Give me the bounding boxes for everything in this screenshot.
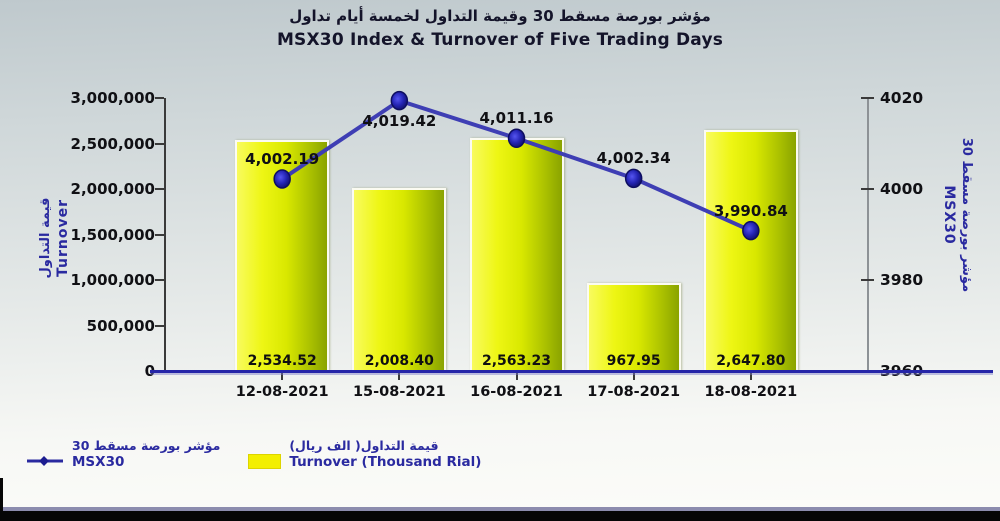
bar-value-label: 2,647.80: [716, 352, 786, 369]
left-axis-tick-mark: [155, 97, 164, 99]
right-axis-tick-mark: [861, 279, 874, 281]
left-axis-tick-label: 500,000: [86, 316, 155, 335]
bar-value-label: 2,563.23: [481, 352, 552, 369]
legend-turnover-arabic: قيمة التداول( الف ريال): [289, 438, 439, 453]
turnover-bar: 2,563.23: [469, 137, 564, 371]
bottom-edge-black-border: [0, 511, 1000, 521]
right-axis-tick-label: 3980: [880, 271, 924, 289]
msx30-value-label: 4,011.16: [479, 109, 554, 128]
left-edge-black-border: [0, 478, 3, 521]
left-axis-title-arabic: قيمة التداول: [37, 197, 53, 279]
left-axis-tick-mark: [155, 324, 164, 327]
x-axis-date-label: 17-08-2021: [587, 384, 681, 400]
right-axis-tick-mark: [861, 97, 874, 99]
chart-legend: مؤشر بورصة مسقط 30 MSX30 قيمة التداول( ا…: [26, 438, 481, 471]
x-axis-date-label: 15-08-2021: [352, 384, 446, 400]
bottom-edge-purple-line: [0, 507, 1000, 511]
x-axis-date-label: 12-08-2021: [235, 384, 329, 400]
left-axis-tick-label: 1,500,000: [70, 225, 155, 244]
left-axis-tick-label: 2,000,000: [70, 180, 155, 198]
x-axis-baseline: [150, 370, 993, 373]
legend-msx30-arabic: مؤشر بورصة مسقط 30: [72, 438, 221, 453]
legend-item-turnover: قيمة التداول( الف ريال) Turnover (Thousa…: [248, 438, 481, 471]
turnover-bar: 2,534.52: [235, 140, 330, 371]
bar-value-label: 2,534.52: [247, 352, 317, 369]
msx30-value-label: 3,990.84: [713, 201, 788, 220]
msx30-data-point: [624, 168, 643, 189]
x-axis-date-label: 16-08-2021: [470, 384, 563, 400]
legend-label-turnover: قيمة التداول( الف ريال) Turnover (Thousa…: [289, 438, 481, 471]
left-axis-tick-label: 0: [55, 362, 155, 380]
chart-title-english: MSX30 Index & Turnover of Five Trading D…: [276, 30, 724, 50]
x-axis-tick-mark: [281, 373, 284, 380]
legend-item-msx30: مؤشر بورصة مسقط 30 MSX30: [26, 438, 220, 471]
right-axis-title-arabic: مؤشر بورصة مسقط 30: [959, 137, 975, 293]
left-axis-tick-mark: [155, 188, 164, 190]
msx30-value-label: 4,002.19: [245, 150, 320, 169]
right-axis-tick-label: 4000: [880, 180, 924, 198]
turnover-bar: 2,647.80: [703, 130, 798, 371]
turnover-bar: 2,008.40: [352, 188, 447, 371]
bar-value-label: 2,008.40: [364, 352, 434, 369]
chart-title-arabic: مؤشر بورصة مسقط 30 وقيمة التداول لخمسة أ…: [289, 7, 711, 25]
left-axis-tick-mark: [155, 279, 164, 281]
right-axis-tick-label: 4020: [880, 89, 924, 107]
left-axis-tick-label: 2,500,000: [70, 134, 155, 153]
x-axis-tick-mark: [398, 373, 401, 380]
left-axis-tick-mark: [155, 142, 164, 145]
right-axis-tick-mark: [861, 188, 874, 190]
turnover-bar: 967.95: [586, 282, 681, 371]
left-axis-tick-label: 1,000,000: [70, 271, 155, 289]
legend-label-msx30: مؤشر بورصة مسقط 30 MSX30: [72, 438, 220, 471]
msx30-data-point: [390, 90, 409, 111]
msx30-value-label: 4,002.34: [596, 149, 671, 168]
legend-msx30-english: MSX30: [72, 453, 125, 470]
bar-swatch-icon: [248, 453, 282, 469]
right-axis-line: [867, 98, 869, 372]
bar-value-label: 967.95: [606, 352, 661, 369]
line-marker-icon: [27, 456, 63, 467]
left-axis-tick-mark: [155, 233, 164, 236]
x-axis-tick-mark: [632, 373, 635, 380]
legend-turnover-english: Turnover (Thousand Rial): [289, 453, 482, 470]
x-axis-tick-mark: [515, 373, 518, 380]
left-axis-line: [164, 98, 166, 372]
x-axis-date-label: 18-08-2021: [704, 384, 798, 400]
x-axis-tick-mark: [749, 373, 752, 380]
left-axis-tick-label: 3,000,000: [70, 89, 155, 107]
msx30-value-label: 4,019.42: [362, 111, 437, 130]
